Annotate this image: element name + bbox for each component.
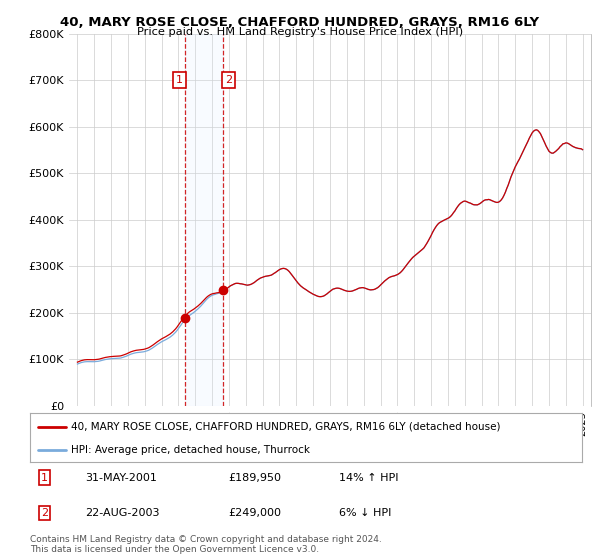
Text: £189,950: £189,950 (229, 473, 282, 483)
Bar (185, 34, 223, 406)
Text: 2: 2 (225, 75, 232, 85)
Text: 2: 2 (41, 508, 48, 518)
Text: 1: 1 (41, 473, 48, 483)
Text: 1: 1 (176, 75, 183, 85)
Text: 14% ↑ HPI: 14% ↑ HPI (339, 473, 398, 483)
Text: 40, MARY ROSE CLOSE, CHAFFORD HUNDRED, GRAYS, RM16 6LY (detached house): 40, MARY ROSE CLOSE, CHAFFORD HUNDRED, G… (71, 422, 501, 432)
Text: Price paid vs. HM Land Registry's House Price Index (HPI): Price paid vs. HM Land Registry's House … (137, 27, 463, 37)
Text: 6% ↓ HPI: 6% ↓ HPI (339, 508, 391, 518)
Text: 40, MARY ROSE CLOSE, CHAFFORD HUNDRED, GRAYS, RM16 6LY: 40, MARY ROSE CLOSE, CHAFFORD HUNDRED, G… (61, 16, 539, 29)
Text: HPI: Average price, detached house, Thurrock: HPI: Average price, detached house, Thur… (71, 445, 310, 455)
Text: Contains HM Land Registry data © Crown copyright and database right 2024.
This d: Contains HM Land Registry data © Crown c… (30, 535, 382, 554)
Text: 31-MAY-2001: 31-MAY-2001 (85, 473, 157, 483)
Text: 22-AUG-2003: 22-AUG-2003 (85, 508, 160, 518)
Text: £249,000: £249,000 (229, 508, 282, 518)
